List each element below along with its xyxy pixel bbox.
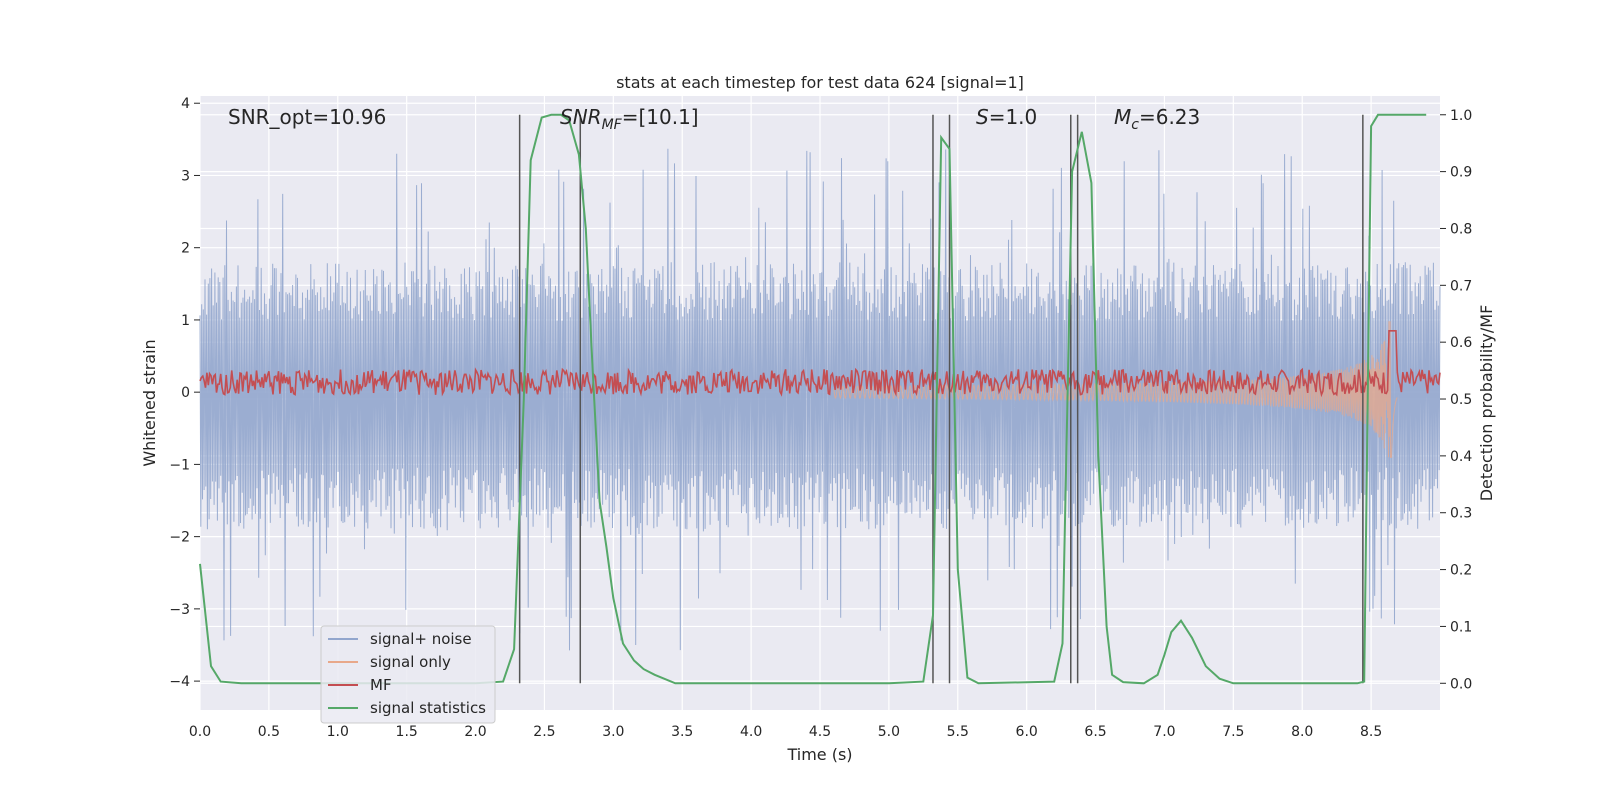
y-tick-label-right: 0.0 xyxy=(1450,676,1472,692)
legend-label-signal-statistics: signal statistics xyxy=(370,699,486,717)
y-tick-label-left: −1 xyxy=(169,457,190,473)
x-tick-label: 8.0 xyxy=(1291,724,1313,740)
x-tick-label: 6.0 xyxy=(1016,724,1038,740)
annotation-snr-opt: SNR_opt=10.96 xyxy=(228,105,386,129)
annotation-snr-mf-main: SNR xyxy=(560,105,602,129)
x-tick-label: 0.5 xyxy=(258,724,280,740)
y-tick-label-left: 3 xyxy=(181,168,190,184)
x-tick-label: 4.0 xyxy=(740,724,762,740)
y-tick-label-right: 0.8 xyxy=(1450,221,1472,237)
x-axis-ticks: 0.0 0.5 1.0 1.5 2.0 2.5 3.0 3.5 4.0 4.5 5.0 5.5 6.0 6… xyxy=(189,724,1382,740)
x-tick-label: 3.0 xyxy=(602,724,624,740)
y-axis-left-ticks: 4 3 2 1 0 −1 −2 −3 −4 xyxy=(169,96,200,690)
annotation-s-rest: =1.0 xyxy=(989,105,1038,129)
x-tick-label: 2.5 xyxy=(533,724,555,740)
x-tick-label: 5.0 xyxy=(878,724,900,740)
annotation-s: S=1.0 xyxy=(976,105,1037,129)
annotation-snr-mf-rest: =[10.1] xyxy=(622,105,699,129)
legend-label-mf: MF xyxy=(370,676,392,694)
annotation-mc-main: M xyxy=(1114,105,1131,129)
x-tick-label: 2.0 xyxy=(464,724,486,740)
legend: signal+ noise signal only MF signal stat… xyxy=(320,625,496,724)
series-mf xyxy=(199,330,1441,398)
x-tick-label: 7.5 xyxy=(1222,724,1244,740)
y-tick-label-right: 0.1 xyxy=(1450,619,1472,635)
y-tick-label-right: 0.4 xyxy=(1450,449,1472,465)
annotation-mc: Mc=6.23 xyxy=(1114,105,1200,133)
y-tick-label-right: 0.3 xyxy=(1450,506,1472,522)
y-axis-right-label: Detection probability/MF xyxy=(1477,305,1496,502)
y-tick-label-left: 2 xyxy=(181,241,190,257)
x-tick-label: 5.5 xyxy=(947,724,969,740)
y-tick-label-right: 0.5 xyxy=(1450,392,1472,408)
x-tick-label: 7.0 xyxy=(1153,724,1175,740)
y-tick-label-left: 4 xyxy=(181,96,190,112)
y-tick-label-right: 0.9 xyxy=(1450,165,1472,181)
y-tick-label-right: 0.7 xyxy=(1450,278,1472,294)
y-axis-right-ticks: 1.0 0.9 0.8 0.7 0.6 0.5 0.4 0.3 0.2 0.1 0.0 xyxy=(1440,108,1472,692)
legend-label-signal-noise: signal+ noise xyxy=(370,630,472,648)
mf-line xyxy=(199,330,1441,398)
x-tick-label: 6.5 xyxy=(1084,724,1106,740)
y-tick-label-left: −3 xyxy=(169,602,190,618)
y-tick-label-right: 1.0 xyxy=(1450,108,1472,124)
legend-label-signal-only: signal only xyxy=(370,653,451,671)
annotation-snr-mf-sub: MF xyxy=(602,117,623,133)
x-tick-label: 4.5 xyxy=(809,724,831,740)
y-tick-label-left: −4 xyxy=(169,674,190,690)
x-axis-label: Time (s) xyxy=(786,745,852,764)
y-tick-label-right: 0.6 xyxy=(1450,335,1472,351)
annotation-mc-sub: c xyxy=(1131,117,1139,133)
x-tick-label: 0.0 xyxy=(189,724,211,740)
signal-statistics-line xyxy=(199,113,1427,685)
annotation-snr-mf: SNRMF=[10.1] xyxy=(560,105,699,133)
annotation-mc-rest: =6.23 xyxy=(1139,105,1200,129)
legend-box xyxy=(320,625,496,724)
chart-title: stats at each timestep for test data 624… xyxy=(616,73,1024,92)
y-tick-label-left: −2 xyxy=(169,530,190,546)
x-tick-label: 8.5 xyxy=(1360,724,1382,740)
x-tick-label: 3.5 xyxy=(671,724,693,740)
x-tick-label: 1.5 xyxy=(396,724,418,740)
x-tick-label: 1.0 xyxy=(327,724,349,740)
y-tick-label-right: 0.2 xyxy=(1450,563,1472,579)
y-axis-left-label: Whitened strain xyxy=(140,339,159,466)
series-signal-noise xyxy=(199,148,1441,651)
y-tick-label-left: 1 xyxy=(181,313,190,329)
series-signal-statistics xyxy=(199,113,1427,685)
signal-noise-line xyxy=(199,148,1441,651)
annotation-s-main: S xyxy=(976,105,989,129)
y-tick-label-left: 0 xyxy=(181,385,190,401)
